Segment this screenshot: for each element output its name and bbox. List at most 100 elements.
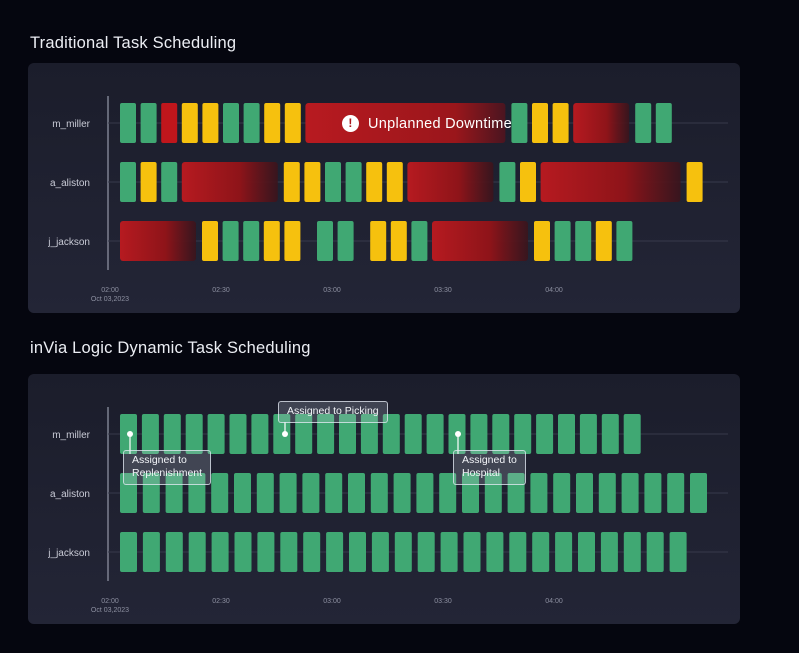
x-tick-label: 02:00 bbox=[101, 598, 119, 605]
task-bar-green bbox=[462, 473, 479, 513]
task-bar-green bbox=[492, 414, 510, 454]
task-bar-green bbox=[655, 103, 672, 143]
task-bar-green bbox=[511, 103, 528, 143]
row-label-a-aliston: a_aliston bbox=[50, 178, 90, 189]
traditional-timeline-chart: m_miller a_aliston j_jackson 02:00 02:30 03:0… bbox=[47, 96, 728, 303]
x-date-label: Oct 03,2023 bbox=[91, 296, 129, 303]
task-bar-green bbox=[234, 532, 252, 572]
task-bar-green bbox=[536, 414, 554, 454]
task-bar-green bbox=[257, 532, 275, 572]
x-date-label: Oct 03,2023 bbox=[91, 607, 129, 614]
task-bar-yellow bbox=[140, 162, 157, 202]
task-bar-green bbox=[256, 473, 274, 513]
task-bar-green bbox=[554, 221, 571, 261]
task-bar-yellow bbox=[370, 221, 387, 261]
task-bar-green bbox=[484, 473, 502, 513]
task-bar-green bbox=[243, 103, 260, 143]
task-bar-green bbox=[499, 162, 516, 202]
task-bar-green bbox=[348, 473, 365, 513]
task-bar-green bbox=[317, 221, 333, 261]
row-label-a-aliston: a_aliston bbox=[50, 489, 90, 500]
task-bar-green bbox=[635, 103, 652, 143]
task-bar-green bbox=[120, 532, 137, 572]
task-bar-green bbox=[295, 414, 313, 454]
task-bar-yellow bbox=[534, 221, 550, 261]
task-bar-green bbox=[578, 532, 595, 572]
task-bar-green bbox=[120, 103, 136, 143]
task-bar-green bbox=[644, 473, 662, 513]
callout-pointer-dot bbox=[127, 431, 133, 437]
x-tick-label: 04:00 bbox=[545, 598, 563, 605]
task-bar-green bbox=[165, 473, 183, 513]
task-bar-green bbox=[394, 532, 412, 572]
task-bar-green bbox=[600, 532, 618, 572]
task-bar-yellow bbox=[284, 221, 301, 261]
task-bar-green bbox=[404, 414, 422, 454]
task-bar-green bbox=[667, 473, 685, 513]
row-label-j-jackson: j_jackson bbox=[47, 548, 90, 559]
task-bar-green bbox=[555, 532, 573, 572]
task-bar-green bbox=[530, 473, 548, 513]
task-bar-green bbox=[185, 414, 203, 454]
task-bar-green bbox=[576, 473, 593, 513]
task-bar-green bbox=[165, 532, 183, 572]
task-bar-green bbox=[382, 414, 400, 454]
task-bar-green bbox=[211, 532, 229, 572]
task-bar-green bbox=[345, 162, 362, 202]
dynamic-timeline-chart: m_miller a_aliston j_jackson 02:00 02:30 03:0… bbox=[47, 407, 728, 614]
task-bar-green bbox=[426, 414, 444, 454]
task-bar-yellow bbox=[366, 162, 383, 202]
callout-assigned-to-hospital: Assigned to Hospital bbox=[453, 450, 526, 485]
task-bar-yellow bbox=[390, 221, 407, 261]
task-bar-green bbox=[621, 473, 639, 513]
task-bar-yellow bbox=[283, 162, 300, 202]
task-bar-green bbox=[514, 414, 532, 454]
task-bar-green bbox=[163, 414, 181, 454]
task-bar-green bbox=[439, 473, 457, 513]
task-bar-green bbox=[325, 162, 341, 202]
downtime-block bbox=[407, 162, 494, 202]
task-bar-green bbox=[303, 532, 321, 572]
task-bar-yellow bbox=[181, 103, 198, 143]
task-bar-green bbox=[371, 532, 389, 572]
downtime-block bbox=[573, 103, 630, 143]
row-label-m-miller: m_miller bbox=[52, 430, 90, 441]
callout-assigned-to-picking: Assigned to Picking bbox=[278, 401, 388, 423]
task-bar-green bbox=[623, 414, 641, 454]
task-bar-yellow bbox=[202, 103, 219, 143]
task-bar-yellow bbox=[520, 162, 536, 202]
task-bar-green bbox=[417, 532, 435, 572]
x-tick-label: 03:30 bbox=[434, 598, 452, 605]
callout-assigned-to-replenishment: Assigned to Replenishment bbox=[123, 450, 212, 485]
unplanned-downtime-banner: ! Unplanned Downtime bbox=[328, 106, 526, 141]
task-bar-green bbox=[280, 532, 298, 572]
task-bar-green bbox=[669, 532, 687, 572]
task-bar-green bbox=[579, 414, 597, 454]
x-tick-label: 03:00 bbox=[323, 287, 341, 294]
task-bar-green bbox=[440, 532, 458, 572]
task-bar-yellow bbox=[686, 162, 703, 202]
downtime-block bbox=[181, 162, 278, 202]
task-bar-green bbox=[601, 414, 619, 454]
task-bar-green bbox=[188, 473, 206, 513]
task-bar-green bbox=[558, 414, 575, 454]
banner-text: Unplanned Downtime bbox=[367, 115, 513, 132]
task-bar-green bbox=[532, 532, 550, 572]
x-tick-label: 02:30 bbox=[212, 287, 230, 294]
task-bar-yellow bbox=[532, 103, 548, 143]
task-bar-yellow bbox=[264, 103, 281, 143]
x-tick-label: 03:00 bbox=[323, 598, 341, 605]
task-bar-green bbox=[486, 532, 504, 572]
task-bar-red bbox=[161, 103, 178, 143]
task-bar-green bbox=[207, 414, 225, 454]
task-bar-green bbox=[411, 221, 428, 261]
task-bar-green bbox=[279, 473, 297, 513]
task-bar-green bbox=[223, 103, 239, 143]
task-bar-green bbox=[211, 473, 229, 513]
callout-pointer-dot bbox=[282, 431, 288, 437]
task-bar-green bbox=[337, 221, 354, 261]
task-bar-green bbox=[553, 473, 571, 513]
task-bar-green bbox=[229, 414, 247, 454]
traditional-section-title: Traditional Task Scheduling bbox=[30, 34, 237, 52]
downtime-block bbox=[120, 221, 196, 261]
